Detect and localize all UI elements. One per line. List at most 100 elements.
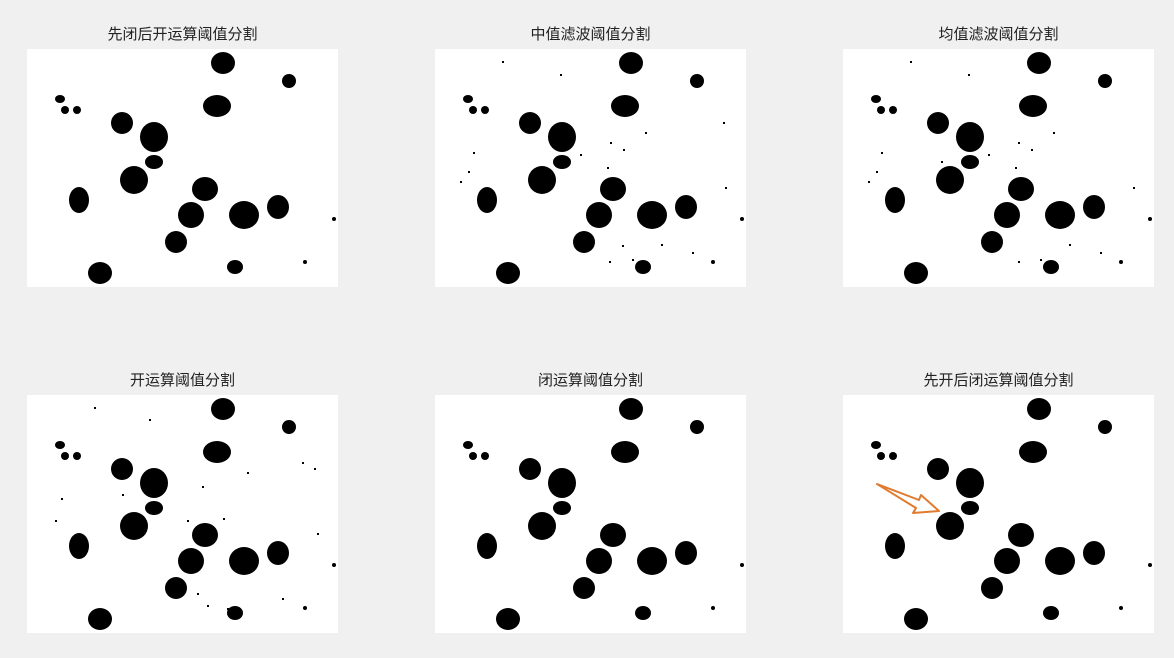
noise-speck [607, 167, 609, 169]
particle-blob [469, 452, 477, 460]
noise-speck [317, 533, 319, 535]
noise-speck [502, 61, 504, 63]
segmentation-image [27, 49, 338, 287]
noise-speck [988, 154, 990, 156]
particle-blob [69, 533, 89, 559]
particle-blob [637, 547, 667, 575]
particle-blob [1043, 606, 1059, 620]
particle-blob [871, 95, 881, 103]
noise-speck [314, 468, 316, 470]
particle-blob [145, 155, 163, 169]
particle-blob [61, 452, 69, 460]
particle-blob [573, 577, 595, 599]
particle-blob [1008, 177, 1034, 201]
particle-blob [611, 441, 639, 463]
noise-speck [881, 152, 883, 154]
noise-speck [1100, 252, 1102, 254]
particle-blob [1045, 201, 1075, 229]
particle-blob [496, 608, 520, 630]
particle-blob [192, 523, 218, 547]
particle-blob [600, 177, 626, 201]
panel-title: 先闭后开运算阈值分割 [107, 25, 258, 43]
noise-speck [910, 61, 912, 63]
noise-speck [876, 171, 878, 173]
particle-blob [140, 468, 168, 498]
particle-blob [981, 577, 1003, 599]
particle-blob [481, 452, 489, 460]
particle-blob [600, 523, 626, 547]
noise-speck [282, 598, 284, 600]
particle-blob [282, 420, 296, 434]
particle-blob [192, 177, 218, 201]
noise-speck [207, 605, 209, 607]
particle-blob [1098, 420, 1112, 434]
panel-title: 中值滤波阈值分割 [530, 25, 651, 43]
noise-speck [122, 494, 124, 496]
particle-blob [528, 166, 556, 194]
particle-blob [165, 577, 187, 599]
particle-blob [1027, 52, 1051, 74]
panel-median-filter: 中值滤波阈值分割 [435, 25, 746, 287]
particle-blob [120, 166, 148, 194]
particle-blob [267, 195, 289, 219]
particle-blob [120, 512, 148, 540]
noise-speck [1133, 187, 1135, 189]
noise-speck [723, 122, 725, 124]
particle-blob [553, 501, 571, 515]
panel-close: 闭运算阈值分割 [435, 371, 746, 633]
noise-speck [661, 244, 663, 246]
noise-speck [223, 518, 225, 520]
particle-blob [548, 122, 576, 152]
particle-blob [994, 202, 1020, 228]
noise-speck [302, 462, 304, 464]
particle-blob [548, 468, 576, 498]
particle-blob [229, 547, 259, 575]
particle-blob [55, 95, 65, 103]
particle-blob [619, 52, 643, 74]
particle-blob [994, 548, 1020, 574]
particle-blob [553, 155, 571, 169]
noise-speck [968, 74, 970, 76]
particle-blob [303, 606, 307, 610]
particle-blob [528, 512, 556, 540]
particle-blob [165, 231, 187, 253]
particle-blob [889, 106, 897, 114]
particle-blob [229, 201, 259, 229]
particle-blob [635, 260, 651, 274]
segmentation-image [843, 395, 1154, 633]
segmentation-image [843, 49, 1154, 287]
particle-blob [303, 260, 307, 264]
particle-blob [956, 468, 984, 498]
particle-blob [936, 512, 964, 540]
particle-blob [73, 452, 81, 460]
particle-blob [1019, 95, 1047, 117]
noise-speck [197, 593, 199, 595]
particle-blob [203, 95, 231, 117]
particle-blob [740, 217, 744, 221]
panel-open-close: 先开后闭运算阈值分割 [843, 371, 1154, 633]
panel-title: 闭运算阈值分割 [537, 371, 643, 389]
particle-blob [496, 262, 520, 284]
particle-blob [73, 106, 81, 114]
particle-blob [477, 187, 497, 213]
particle-blob [690, 420, 704, 434]
particle-blob [956, 122, 984, 152]
particle-blob [463, 95, 473, 103]
noise-speck [622, 245, 624, 247]
particle-blob [1098, 74, 1112, 88]
annotation-arrow [876, 483, 940, 514]
particle-blob [1083, 195, 1105, 219]
noise-speck [632, 259, 634, 261]
particle-blob [981, 231, 1003, 253]
noise-speck [1018, 261, 1020, 263]
noise-speck [460, 181, 462, 183]
noise-speck [61, 498, 63, 500]
noise-speck [560, 74, 562, 76]
noise-speck [149, 419, 151, 421]
particle-blob [1148, 563, 1152, 567]
particle-blob [88, 262, 112, 284]
noise-speck [473, 152, 475, 154]
particle-blob [885, 187, 905, 213]
particle-blob [88, 608, 112, 630]
particle-blob [1045, 547, 1075, 575]
